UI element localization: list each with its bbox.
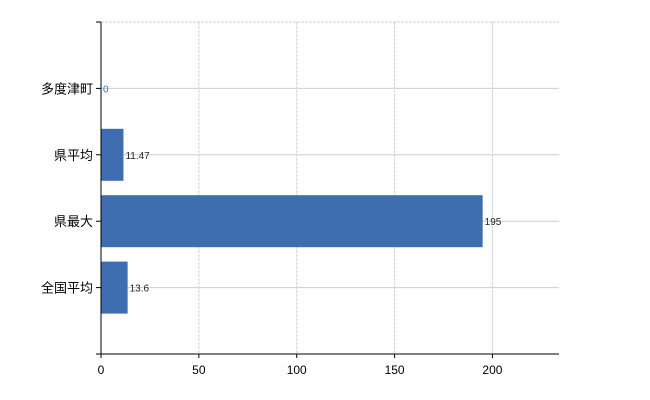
bar [101, 128, 124, 181]
data-label: 0 [103, 84, 109, 95]
x-tick-label: 150 [385, 363, 405, 377]
category-label: 県最大 [54, 214, 93, 229]
category-label: 県平均 [54, 148, 93, 163]
bar [101, 261, 128, 314]
x-tick-label: 100 [287, 363, 307, 377]
x-tick-label: 200 [482, 363, 502, 377]
data-label: 11.47 [125, 151, 150, 162]
x-tick-label: 0 [98, 363, 105, 377]
bar [101, 195, 483, 248]
category-label: 全国平均 [41, 281, 93, 296]
category-label: 多度津町 [41, 81, 93, 96]
data-label: 195 [485, 217, 502, 228]
x-tick-label: 50 [192, 363, 206, 377]
data-label: 13.6 [130, 284, 150, 295]
